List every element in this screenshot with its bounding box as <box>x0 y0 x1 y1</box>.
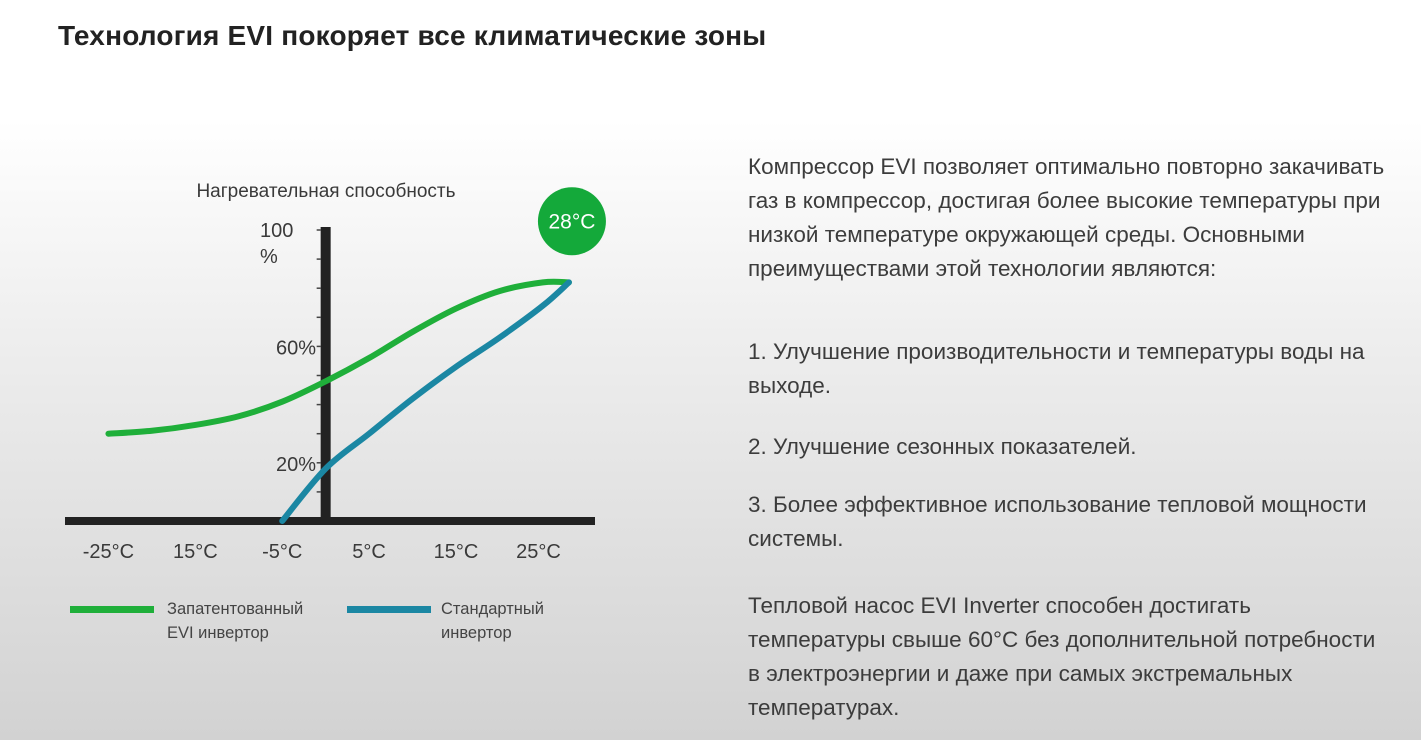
outro-paragraph: Тепловой насос EVI Inverter способен дос… <box>748 593 1376 720</box>
series-lines <box>105 278 572 524</box>
annotation-circle <box>537 187 606 256</box>
y-tick-label: 100 <box>260 220 293 242</box>
x-tick-label: -5°C <box>262 541 302 563</box>
page-title: Технология EVI покоряет все климатически… <box>58 20 767 51</box>
intro-paragraph: Компрессор EVI позволяет оптимально повт… <box>748 154 1385 281</box>
x-tick-label: 15°C <box>173 541 218 563</box>
x-axis: -25°C 15°C -5°C 5°C 15°C 25°C <box>65 517 595 563</box>
benefit-item-3: 3. Более эффективное использование тепло… <box>748 492 1367 551</box>
heating-capacity-chart: Нагревательная способность 100% 60% 20% -2… <box>65 181 606 563</box>
legend-swatch <box>70 606 154 613</box>
y-tick-label-unit: % <box>260 246 278 268</box>
x-tick-label: 5°C <box>352 541 386 563</box>
chart-title: Нагревательная способность <box>196 181 455 202</box>
annotation-label: 28°C <box>548 210 595 233</box>
benefit-item-2: 2. Улучшение сезонных показателей. <box>748 434 1137 459</box>
series-line-evi <box>105 278 572 437</box>
legend-swatch <box>347 606 431 613</box>
y-tick-label: 20% <box>276 454 316 476</box>
x-tick-label: -25°C <box>83 541 134 563</box>
temperature-annotation: 28°C <box>537 187 606 256</box>
slide-background <box>0 120 1421 740</box>
benefit-item-1: 1. Улучшение производительности и темпер… <box>748 339 1365 398</box>
legend-label: Стандартный инвертор <box>441 600 544 642</box>
legend-label: Запатентованный EVI инвертор <box>167 600 304 642</box>
x-tick-label: 25°C <box>516 541 561 563</box>
x-tick-label: 15°C <box>434 541 479 563</box>
series-line-standard <box>279 279 572 524</box>
y-tick-label: 60% <box>276 337 316 359</box>
